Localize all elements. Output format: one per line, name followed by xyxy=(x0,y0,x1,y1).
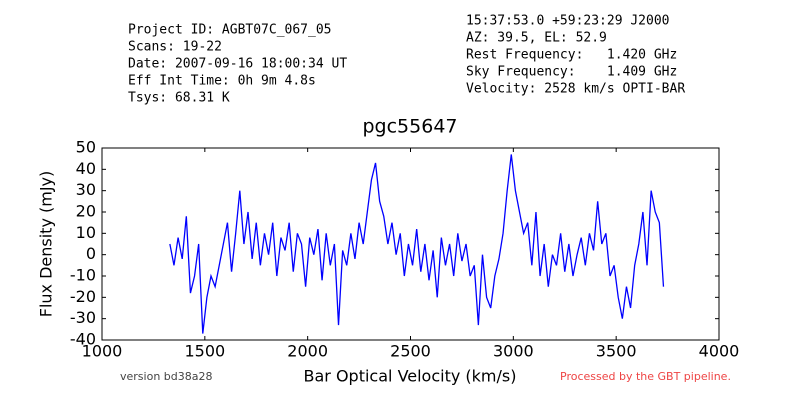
header-line: Tsys: 68.31 K xyxy=(128,91,230,106)
x-tick-label: 3500 xyxy=(596,342,637,361)
x-tick-label: 1000 xyxy=(82,342,123,361)
x-axis-label: Bar Optical Velocity (km/s) xyxy=(304,367,517,386)
y-tick-label: 50 xyxy=(76,138,96,157)
spectrum-line xyxy=(169,154,665,334)
y-tick-label: 10 xyxy=(76,223,96,242)
header-line: Velocity: 2528 km/s OPTI-BAR xyxy=(466,82,685,97)
header-line: Project ID: AGBT07C_067_05 xyxy=(128,23,332,38)
y-tick-label: -40 xyxy=(70,330,96,349)
y-tick-label: 20 xyxy=(76,202,96,221)
y-tick-label: -10 xyxy=(70,266,96,285)
plot-frame xyxy=(101,147,720,341)
y-tick-label: -30 xyxy=(70,308,96,327)
header-line: Eff Int Time: 0h 9m 4.8s xyxy=(128,74,316,89)
x-tick-label: 2000 xyxy=(287,342,328,361)
pipeline-note: Processed by the GBT pipeline. xyxy=(560,370,731,383)
x-tick-label: 2500 xyxy=(390,342,431,361)
header-line: Rest Frequency: 1.420 GHz xyxy=(466,48,677,63)
header-line: AZ: 39.5, EL: 52.9 xyxy=(466,31,607,46)
y-tick-label: 0 xyxy=(86,244,96,263)
y-tick-label: 30 xyxy=(76,180,96,199)
y-tick-label: 40 xyxy=(76,159,96,178)
y-axis-label: Flux Density (mJy) xyxy=(37,171,56,318)
header-line: 15:37:53.0 +59:23:29 J2000 xyxy=(466,14,670,29)
version-note: version bd38a28 xyxy=(120,370,213,383)
chart-title: pgc55647 xyxy=(362,116,457,138)
x-tick-label: 4000 xyxy=(699,342,740,361)
header-line: Date: 2007-09-16 18:00:34 UT xyxy=(128,57,347,72)
header-line: Sky Frequency: 1.409 GHz xyxy=(466,65,677,80)
x-tick-label: 1500 xyxy=(184,342,225,361)
y-tick-label: -20 xyxy=(70,287,96,306)
header-line: Scans: 19-22 xyxy=(128,40,222,55)
x-tick-label: 3000 xyxy=(493,342,534,361)
